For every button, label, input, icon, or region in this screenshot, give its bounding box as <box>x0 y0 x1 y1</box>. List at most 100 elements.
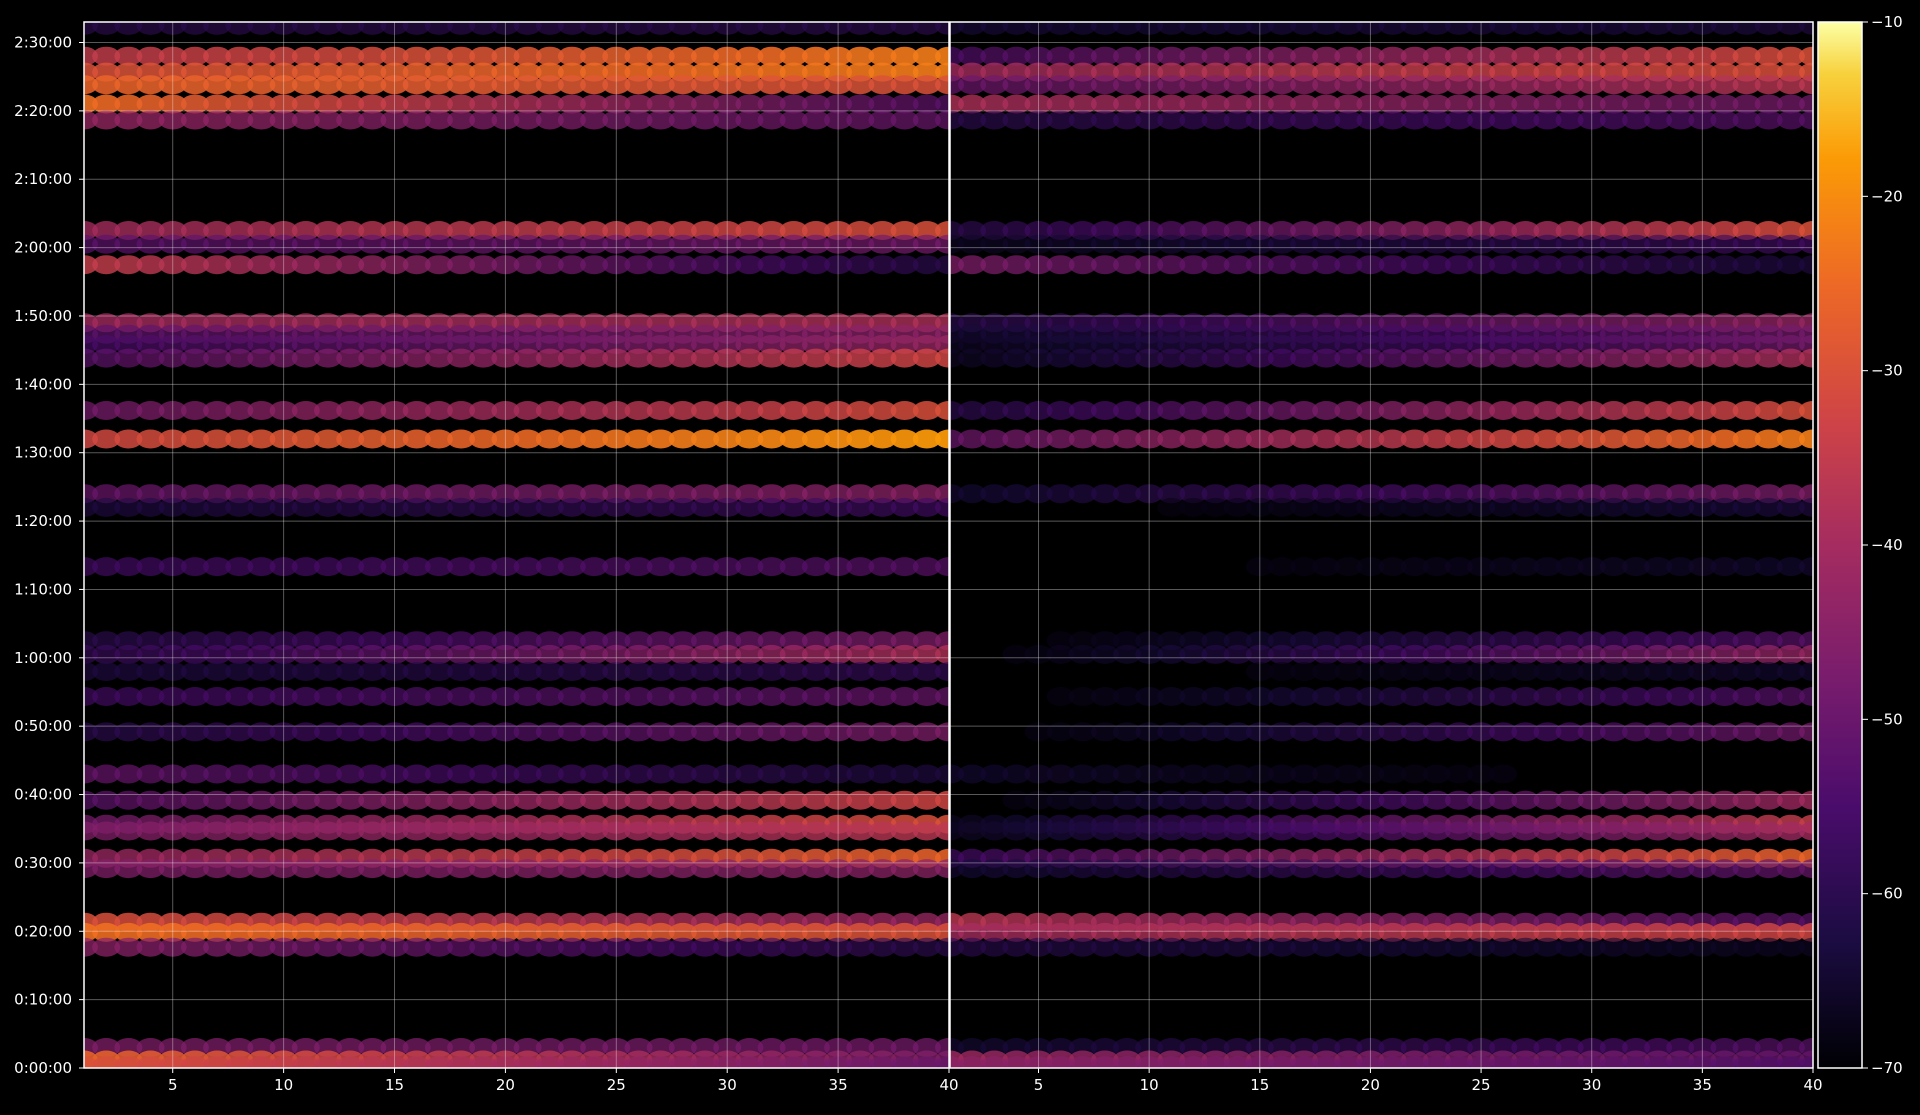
heat-cell <box>1688 401 1717 420</box>
heat-cell <box>380 662 409 681</box>
heat-cell <box>580 484 609 504</box>
heat-cell <box>1577 75 1606 95</box>
heat-cell <box>824 110 853 130</box>
heat-cell <box>1002 401 1031 420</box>
heat-cell <box>1068 401 1097 420</box>
heat-cell <box>1046 46 1075 66</box>
heat-cell <box>402 722 431 742</box>
heat-cell <box>1223 75 1252 95</box>
heat-cell <box>801 859 830 879</box>
heat-cell <box>1489 429 1518 449</box>
heat-cell <box>846 22 875 35</box>
heat-cell <box>779 790 808 810</box>
heat-cell <box>1754 1056 1783 1068</box>
heat-cell <box>158 937 187 957</box>
heat-cell <box>1356 687 1385 706</box>
heat-cell <box>247 401 276 420</box>
heat-cell <box>1400 722 1429 742</box>
heat-cell <box>713 631 742 651</box>
colorbar-tick-label: −60 <box>1871 885 1903 903</box>
heat-cell <box>314 429 342 449</box>
heat-cell <box>846 722 875 742</box>
heat-cell <box>469 722 498 742</box>
heat-cell <box>1002 221 1031 240</box>
heat-cell <box>535 790 564 810</box>
heat-cell <box>1267 722 1296 742</box>
heat-cell <box>314 557 342 577</box>
heat-cell <box>1688 662 1717 681</box>
heat-cell <box>1599 22 1628 35</box>
heat-cell <box>1157 234 1186 254</box>
heat-cell <box>180 497 209 517</box>
heat-cell <box>779 110 808 130</box>
y-tick-label: 1:50:00 <box>14 307 72 325</box>
heat-cell <box>890 644 919 664</box>
colorbar-tick-label: −40 <box>1871 536 1903 554</box>
heat-cell <box>424 429 453 449</box>
heat-cell <box>336 687 365 706</box>
heat-cell <box>1644 94 1673 114</box>
heat-cell <box>314 644 342 664</box>
heat-cell <box>1046 484 1075 504</box>
heat-cell <box>1135 644 1164 664</box>
heat-cell <box>1599 335 1628 354</box>
heat-cell <box>1666 687 1695 706</box>
heat-cell <box>1489 859 1518 879</box>
heat-cell <box>1267 234 1296 254</box>
heat-cell <box>1245 821 1274 841</box>
heat-cell <box>1422 110 1451 130</box>
heat-cell <box>935 401 949 420</box>
heat-cell <box>1776 484 1805 504</box>
heat-cell <box>1223 922 1252 942</box>
heat-cell <box>92 722 121 742</box>
heat-cell <box>1644 348 1673 368</box>
heat-cell <box>890 687 919 706</box>
heat-cell <box>247 1056 276 1068</box>
heat-cell <box>912 221 941 240</box>
heat-cell <box>624 644 653 664</box>
heat-cell <box>1489 497 1518 517</box>
heat-cell <box>1157 401 1186 420</box>
heat-cell <box>1422 859 1451 879</box>
heat-cell <box>1422 22 1451 35</box>
y-tick-label: 0:00:00 <box>14 1059 72 1077</box>
heat-cell <box>890 1056 919 1068</box>
heat-cell <box>1533 937 1562 957</box>
heat-cell <box>114 644 143 664</box>
heat-cell <box>1799 255 1813 275</box>
heat-cell <box>291 484 320 504</box>
heat-cell <box>291 335 320 354</box>
heat-cell <box>314 1056 342 1068</box>
heat-cell <box>1622 937 1650 957</box>
heat-cell <box>513 497 542 517</box>
heat-cell <box>1312 662 1341 681</box>
heat-cell <box>1400 75 1429 95</box>
heat-cell <box>1489 335 1518 354</box>
heat-cell <box>624 255 653 275</box>
heat-cell <box>668 429 697 449</box>
heat-cell <box>1799 937 1813 957</box>
heat-cell <box>1334 22 1363 35</box>
heat-cell <box>779 922 808 942</box>
heat-cell <box>1245 790 1274 810</box>
heat-cell <box>602 401 631 420</box>
heat-cell <box>1400 401 1429 420</box>
heat-cell <box>1555 662 1584 681</box>
heat-cell <box>314 922 342 942</box>
heat-cell <box>1179 110 1208 130</box>
heat-cell <box>1511 631 1540 651</box>
x-tick-label: 30 <box>1582 1076 1601 1094</box>
heat-cell <box>92 631 121 651</box>
heat-cell <box>846 922 875 942</box>
heat-cell <box>1776 348 1805 368</box>
heat-cell <box>557 221 586 240</box>
heat-cell <box>801 557 830 577</box>
heat-cell <box>1356 859 1385 879</box>
heat-cell <box>358 221 387 240</box>
heat-cell <box>247 348 276 368</box>
heat-cell <box>890 764 919 784</box>
heat-cell <box>1599 790 1628 810</box>
heat-cell <box>1223 1056 1252 1068</box>
heat-cell <box>1622 1056 1650 1068</box>
heat-cell <box>980 22 1009 35</box>
